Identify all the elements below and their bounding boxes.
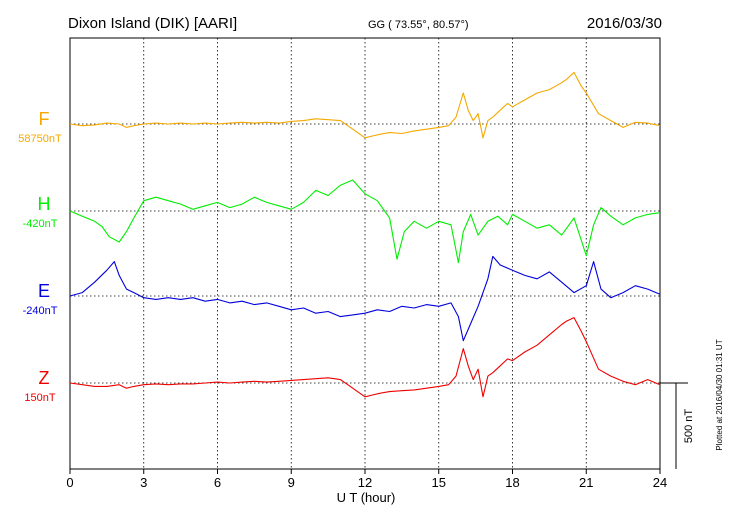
date-label: 2016/03/30 [587,15,662,32]
series-line-z [69,317,661,398]
coordinates-label: GG ( 73.55°, 80.57°) [368,19,469,31]
x-axis-label: U T (hour) [337,490,396,505]
plotted-note: Plotted at 2016/04/30 01:31 UT [715,339,724,450]
series-label-f: F [39,109,50,129]
baseline-label-h: -420nT [23,218,58,230]
x-tick-label: 9 [288,475,295,490]
x-tick-label: 15 [432,475,446,490]
x-tick-label: 6 [214,475,221,490]
scale-bar-label: 500 nT [683,409,695,444]
x-tick-label: 12 [358,475,372,490]
x-tick-label: 24 [653,475,667,490]
x-tick-label: 3 [140,475,147,490]
x-tick-label: 18 [505,475,519,490]
series-label-z: Z [39,368,50,388]
series-label-e: E [38,281,50,301]
series-lines [69,71,661,398]
chart-title: Dixon Island (DIK) [AARI] [68,15,237,32]
baseline-label-e: -240nT [23,305,58,317]
series-line-f [69,71,661,139]
x-tick-label: 0 [66,475,73,490]
series-line-e [69,255,661,342]
series-label-h: H [38,194,51,214]
baseline-label-f: 58750nT [18,133,62,145]
series-line-h [69,179,661,264]
x-tick-label: 21 [579,475,593,490]
baseline-label-z: 150nT [24,392,55,404]
x-axis-ticks: 0 3 6 9 12 15 18 21 24 [66,469,667,490]
